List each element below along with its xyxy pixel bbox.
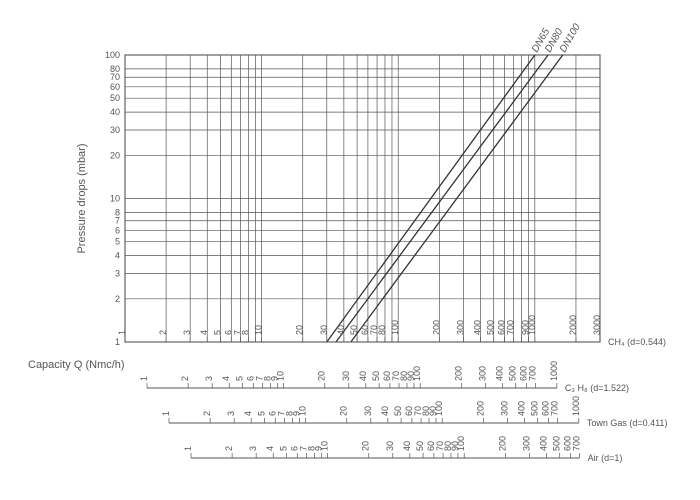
scale-tick-towngas: 10 [298,406,308,416]
scale-tick-air: 5 [278,446,288,451]
scale-tick-ch4: 30 [319,325,329,335]
scale-tick-air: 300 [521,436,531,451]
scale-tick-c3h8: 2 [180,376,190,381]
scale-tick-towngas: 2 [202,411,212,416]
scale-tick-c3h8: 400 [494,366,504,381]
scale-tick-c3h8: 30 [341,371,351,381]
scale-tick-ch4: 4 [199,330,209,335]
scale-tick-towngas: 40 [380,406,390,416]
scale-tick-c3h8: 5 [234,376,244,381]
y-tick-label: 10 [110,194,120,204]
scale-tick-air: 700 [572,436,582,451]
scale-tick-ch4: 1 [117,330,127,335]
capacity-label: Capacity Q (Nmc/h) [28,359,125,371]
scale-tick-c3h8: 100 [412,366,422,381]
scale-label-air: Air (d=1) [588,453,623,463]
scale-tick-ch4: 80 [377,325,387,335]
y-tick-label: 5 [115,237,120,247]
scale-tick-air: 40 [402,441,412,451]
scale-tick-towngas: 1000 [571,396,581,416]
scale-tick-ch4: 3000 [592,315,602,335]
y-tick-label: 20 [110,150,120,160]
scale-tick-air: 400 [538,436,548,451]
scale-label-towngas: Town Gas (d=0.411) [587,418,668,428]
scale-tick-ch4: 500 [486,320,496,335]
scale-tick-c3h8: 3 [204,376,214,381]
scale-tick-ch4: 10 [254,325,264,335]
scale-tick-air: 30 [385,441,395,451]
scale-tick-c3h8: 20 [317,371,327,381]
scale-tick-c3h8: 700 [528,366,538,381]
y-tick-label: 8 [115,207,120,217]
scale-tick-air: 1 [183,446,193,451]
y-tick-label: 3 [115,269,120,279]
scale-tick-ch4: 5 [212,330,222,335]
scale-tick-c3h8: 4 [221,376,231,381]
scale-tick-towngas: 30 [363,406,373,416]
scale-tick-ch4: 1000 [527,315,537,335]
y-tick-label: 50 [110,93,120,103]
y-tick-label: 40 [110,107,120,117]
scale-tick-towngas: 1 [161,411,171,416]
scale-tick-c3h8: 1 [139,376,149,381]
scale-tick-towngas: 4 [243,411,253,416]
scale-tick-ch4: 700 [506,320,516,335]
scale-tick-ch4: 8 [240,330,250,335]
y-axis-label: Pressure drops (mbar) [76,143,88,253]
scale-tick-air: 20 [361,441,371,451]
scale-tick-ch4: 2 [158,330,168,335]
scale-tick-towngas: 700 [550,401,560,416]
scale-tick-air: 200 [497,436,507,451]
scale-tick-towngas: 100 [434,401,444,416]
scale-tick-c3h8: 500 [508,366,518,381]
scale-tick-towngas: 200 [475,401,485,416]
y-tick-label: 4 [115,251,120,261]
scale-tick-ch4: 40 [336,325,346,335]
scale-tick-towngas: 300 [499,401,509,416]
scale-tick-towngas: 3 [226,411,236,416]
y-tick-label: 6 [115,225,120,235]
y-tick-label: 1 [115,337,120,347]
scale-tick-c3h8: 10 [276,371,286,381]
scale-tick-towngas: 400 [516,401,526,416]
pressure-drop-chart: 123456781020304050607080100Pressure drop… [0,0,700,500]
scale-tick-ch4: 20 [295,325,305,335]
y-tick-label: 30 [110,125,120,135]
scale-tick-air: 10 [320,441,330,451]
scale-tick-c3h8: 200 [453,366,463,381]
scale-tick-towngas: 5 [256,411,266,416]
scale-tick-air: 2 [224,446,234,451]
scale-tick-ch4: 400 [472,320,482,335]
scale-tick-ch4: 3 [182,330,192,335]
scale-tick-c3h8: 50 [371,371,381,381]
scale-tick-ch4: 100 [390,320,400,335]
scale-tick-ch4: 2000 [568,315,578,335]
scale-label-ch4: CH₄ (d=0.544) [608,337,666,347]
scale-tick-towngas: 500 [530,401,540,416]
y-tick-label: 80 [110,64,120,74]
scale-tick-c3h8: 40 [358,371,368,381]
scale-tick-c3h8: 300 [477,366,487,381]
scale-tick-air: 3 [248,446,258,451]
scale-tick-air: 500 [552,436,562,451]
scale-tick-towngas: 50 [393,406,403,416]
scale-tick-c3h8: 1000 [549,361,559,381]
scale-label-c3h8: C₃ H₈ (d=1.522) [565,383,629,393]
scale-tick-ch4: 300 [455,320,465,335]
scale-tick-air: 4 [265,446,275,451]
y-tick-label: 100 [105,50,120,60]
scale-tick-air: 50 [415,441,425,451]
scale-tick-air: 100 [456,436,466,451]
scale-tick-ch4: 50 [349,325,359,335]
scale-tick-ch4: 200 [431,320,441,335]
scale-tick-towngas: 20 [339,406,349,416]
y-tick-label: 2 [115,294,120,304]
y-tick-label: 60 [110,82,120,92]
